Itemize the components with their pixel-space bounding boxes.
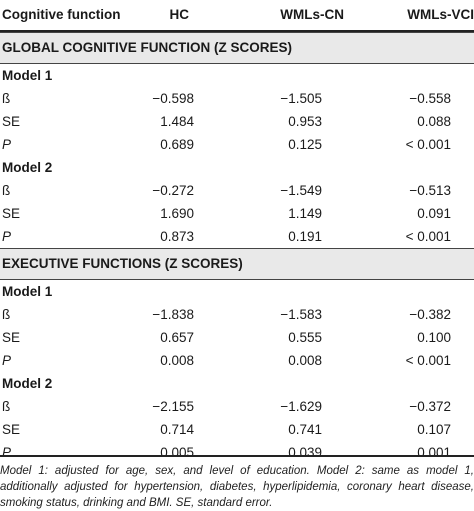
stat-label: P	[2, 445, 12, 460]
cell-wmls-vci: −0.372	[409, 399, 451, 414]
cell-wmls-vci: 0.091	[417, 206, 451, 221]
cell-hc: 0.008	[160, 353, 194, 368]
model-label: Model 1	[2, 68, 53, 83]
model-label-row: Model 1	[0, 280, 474, 303]
table-row: ß −1.838 −1.583 −0.382	[0, 303, 474, 326]
cell-hc: 1.690	[160, 206, 194, 221]
stat-label: P	[2, 137, 12, 152]
cell-wmls-cn: 0.953	[288, 114, 322, 129]
table-body: GLOBAL COGNITIVE FUNCTION (Z SCORES) Mode…	[0, 32, 474, 464]
model-label-row: Model 2	[0, 156, 474, 179]
header-wmls-cn: WMLs-CN	[280, 7, 344, 22]
section-header: GLOBAL COGNITIVE FUNCTION (Z SCORES)	[0, 32, 474, 64]
table-row: ß −0.272 −1.549 −0.513	[0, 179, 474, 202]
table-row: P 0.008 0.008 < 0.001	[0, 349, 474, 372]
cell-hc: 1.484	[160, 114, 194, 129]
stat-label: SE	[2, 330, 21, 345]
stat-label: ß	[2, 183, 11, 198]
table-row: P 0.689 0.125 < 0.001	[0, 133, 474, 156]
cell-wmls-cn: 0.741	[288, 422, 322, 437]
stat-label: ß	[2, 91, 11, 106]
cell-wmls-cn: 0.125	[288, 137, 322, 152]
cell-wmls-cn: 0.008	[288, 353, 322, 368]
model-label: Model 1	[2, 284, 53, 299]
model-label-row: Model 1	[0, 64, 474, 87]
cell-hc: −2.155	[152, 399, 194, 414]
model-label-row: Model 2	[0, 372, 474, 395]
stat-label: SE	[2, 206, 21, 221]
cell-hc: −1.838	[152, 307, 194, 322]
cell-hc: −0.598	[152, 91, 194, 106]
table-footnote: Model 1: adjusted for age, sex, and leve…	[0, 455, 474, 511]
model-label: Model 2	[2, 160, 53, 175]
table-row: SE 1.690 1.149 0.091	[0, 202, 474, 225]
table-row: SE 0.657 0.555 0.100	[0, 326, 474, 349]
stat-label: SE	[2, 114, 21, 129]
cell-wmls-vci: < 0.001	[405, 137, 451, 152]
stat-label: ß	[2, 307, 11, 322]
table-row: SE 1.484 0.953 0.088	[0, 110, 474, 133]
regression-table: Cognitive function HC WMLs-CN WMLs-VCI G…	[0, 0, 474, 464]
table-row: ß −2.155 −1.629 −0.372	[0, 395, 474, 418]
stat-label: SE	[2, 422, 21, 437]
cell-hc: 0.714	[160, 422, 194, 437]
section-header: EXECUTIVE FUNCTIONS (Z SCORES)	[0, 248, 474, 280]
header-wmls-vci: WMLs-VCI	[407, 7, 474, 22]
cell-wmls-cn: −1.549	[280, 183, 322, 198]
cell-hc: −0.272	[152, 183, 194, 198]
table-row: SE 0.714 0.741 0.107	[0, 418, 474, 441]
header-hc: HC	[169, 7, 190, 22]
cell-wmls-vci: −0.513	[409, 183, 451, 198]
cell-wmls-vci: < 0.001	[405, 229, 451, 244]
cell-wmls-vci: 0.100	[417, 330, 451, 345]
cell-wmls-vci: −0.558	[409, 91, 451, 106]
cell-wmls-vci: < 0.001	[405, 353, 451, 368]
cell-wmls-cn: 1.149	[288, 206, 322, 221]
model-label: Model 2	[2, 376, 53, 391]
table-row: ß −0.598 −1.505 −0.558	[0, 87, 474, 110]
cell-wmls-cn: −1.583	[280, 307, 322, 322]
cell-wmls-vci: 0.107	[417, 422, 451, 437]
cell-hc: 0.657	[160, 330, 194, 345]
stat-label: ß	[2, 399, 11, 414]
header-cognitive-function: Cognitive function	[2, 7, 121, 22]
cell-wmls-cn: 0.555	[288, 330, 322, 345]
cell-wmls-vci: 0.088	[417, 114, 451, 129]
cell-hc: 0.873	[160, 229, 194, 244]
cell-wmls-cn: 0.191	[288, 229, 322, 244]
cell-wmls-vci: −0.382	[409, 307, 451, 322]
cell-hc: 0.689	[160, 137, 194, 152]
table-row: P 0.873 0.191 < 0.001	[0, 225, 474, 248]
stat-label: P	[2, 353, 12, 368]
table-header: Cognitive function HC WMLs-CN WMLs-VCI	[0, 0, 474, 32]
stat-label: P	[2, 229, 12, 244]
cell-wmls-cn: −1.629	[280, 399, 322, 414]
cell-wmls-cn: −1.505	[280, 91, 322, 106]
